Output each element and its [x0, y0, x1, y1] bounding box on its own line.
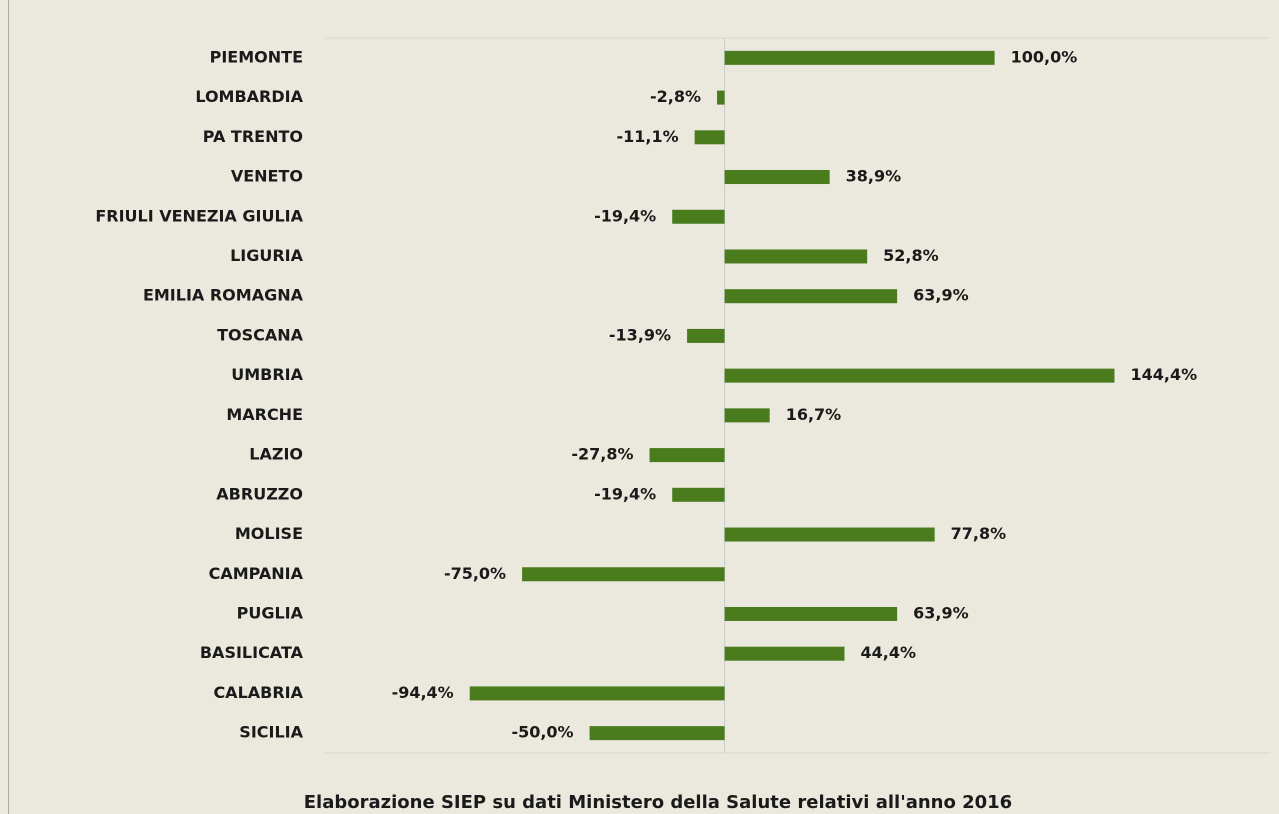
bar — [724, 289, 898, 304]
bar — [724, 646, 845, 661]
y-tick-label: EMILIA ROMAGNA — [143, 286, 304, 305]
bar — [649, 448, 725, 463]
data-label: -11,1% — [616, 127, 678, 146]
data-label: -13,9% — [609, 325, 671, 344]
bar — [694, 130, 725, 145]
y-tick-label: LIGURIA — [230, 246, 304, 265]
data-label: -94,4% — [392, 683, 454, 702]
y-tick-label: BASILICATA — [200, 643, 304, 662]
y-tick-label: ABRUZZO — [216, 484, 303, 503]
bar — [724, 368, 1115, 383]
data-label: -19,4% — [594, 484, 656, 503]
data-label: 63,9% — [913, 286, 969, 305]
y-tick-label: MARCHE — [226, 405, 303, 424]
data-label: -50,0% — [511, 723, 573, 742]
data-label: 77,8% — [951, 524, 1007, 543]
data-label: 16,7% — [786, 405, 842, 424]
bar — [724, 606, 898, 621]
bar — [724, 249, 868, 264]
y-tick-label: PA TRENTO — [203, 127, 303, 146]
chart-frame — [8, 0, 1279, 814]
data-label: 38,9% — [846, 167, 902, 186]
caption: Elaborazione SIEP su dati Ministero dell… — [304, 792, 1012, 813]
y-tick-label: LOMBARDIA — [195, 87, 303, 106]
bar — [724, 170, 830, 185]
y-tick-label: CALABRIA — [213, 683, 303, 702]
y-tick-label: VENETO — [231, 167, 303, 186]
bar — [672, 209, 725, 224]
data-label: -75,0% — [444, 564, 506, 583]
bar — [589, 726, 725, 741]
data-label: 52,8% — [883, 246, 939, 265]
bar — [672, 487, 725, 502]
y-tick-label: CAMPANIA — [209, 564, 304, 583]
data-label: 100,0% — [1011, 47, 1078, 66]
bar — [724, 527, 935, 542]
data-label: -2,8% — [650, 87, 701, 106]
data-label: 63,9% — [913, 603, 969, 622]
bar — [724, 408, 770, 423]
y-tick-label: UMBRIA — [231, 365, 303, 384]
bar — [522, 567, 725, 582]
bar — [687, 328, 725, 343]
data-label: 144,4% — [1130, 365, 1197, 384]
y-tick-label: FRIULI VENEZIA GIULIA — [95, 206, 303, 225]
data-label: -27,8% — [571, 445, 633, 464]
data-label: -19,4% — [594, 206, 656, 225]
bar — [717, 90, 725, 105]
y-tick-label: LAZIO — [249, 445, 303, 464]
y-tick-label: SICILIA — [239, 723, 303, 742]
y-tick-label: TOSCANA — [217, 325, 304, 344]
y-tick-label: MOLISE — [235, 524, 303, 543]
y-tick-label: PIEMONTE — [210, 47, 303, 66]
bar — [469, 686, 725, 701]
bar — [724, 50, 995, 65]
data-label: 44,4% — [860, 643, 916, 662]
y-tick-label: PUGLIA — [237, 603, 304, 622]
